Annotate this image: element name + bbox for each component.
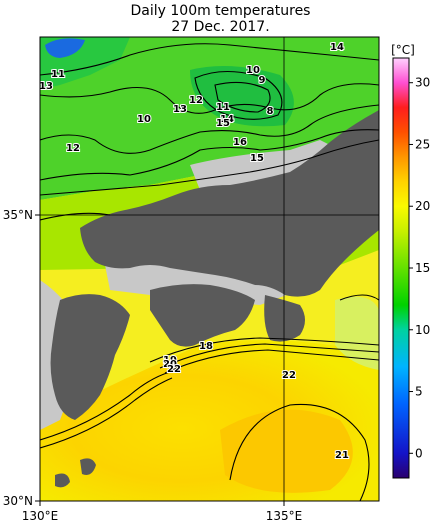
land-kii	[264, 295, 305, 342]
warm-eddy	[220, 409, 353, 493]
isotherm-line	[339, 294, 379, 301]
contour-label: 19	[163, 355, 177, 366]
land-honshu	[80, 110, 379, 297]
ocean-coldest-spot	[45, 38, 85, 58]
isotherm-line	[40, 83, 379, 114]
colorbar-tick-label: 20	[415, 199, 430, 213]
isotherm-line	[229, 403, 370, 501]
isotherm-line	[40, 212, 111, 221]
ocean-cold-center	[190, 66, 294, 127]
contour-label: 14	[220, 114, 234, 125]
land-island	[55, 473, 70, 488]
colorbar-ticks: 0 5 10 15 20 25 30	[409, 76, 430, 460]
isotherm-contours	[40, 43, 379, 501]
x-axis: 130°E 135°E	[22, 501, 303, 523]
colorbar-tick-label: 30	[415, 76, 430, 90]
isotherm-line	[159, 343, 379, 369]
y-axis: 30°N 35°N	[3, 208, 40, 508]
contour-label: 12	[189, 95, 203, 106]
contour-label: 20	[163, 359, 177, 370]
contour-label: 16	[233, 137, 247, 148]
colorbar-tick-label: 15	[415, 261, 430, 275]
contour-label: 22	[167, 364, 181, 375]
map-date: 27 Dec. 2017.	[171, 19, 270, 35]
map-frame	[39, 36, 380, 502]
map-title: Daily 100m temperatures	[130, 3, 311, 19]
contour-label: 21	[335, 450, 349, 461]
isotherm-line	[40, 43, 379, 76]
contour-label: 15	[250, 153, 264, 164]
x-tick-label-135e: 135°E	[266, 509, 303, 523]
isotherm-line	[194, 71, 283, 120]
colorbar-gradient	[392, 57, 410, 479]
contour-label: 18	[199, 341, 213, 352]
isotherm-line	[40, 129, 379, 181]
contour-label: 9	[259, 75, 266, 86]
isotherm-line	[164, 349, 379, 374]
isotherm-line	[214, 81, 271, 113]
contour-label: 13	[39, 81, 53, 92]
colorbar-tick-label: 10	[415, 323, 430, 337]
contour-label: 12	[66, 143, 80, 154]
y-tick-label-30n: 30°N	[3, 494, 33, 508]
contour-label: 10	[137, 114, 151, 125]
contour-label: 13	[173, 104, 187, 115]
contour-label: 15	[216, 118, 230, 129]
isotherm-line	[40, 139, 379, 196]
contour-label: 22	[282, 370, 296, 381]
colorbar-unit-label: [°C]	[391, 43, 415, 57]
colorbar-tick-label: 0	[415, 446, 423, 460]
isotherm-line	[149, 337, 379, 363]
land-shikoku	[150, 284, 255, 347]
land-kyushu	[50, 294, 130, 420]
colorbar-tick-label: 25	[415, 137, 430, 151]
isotherm-line	[40, 377, 173, 449]
colorbar: [°C] 0 5 10 15 20 25 30	[391, 43, 430, 479]
contour-label: 11	[51, 69, 65, 80]
colorbar-tick-label: 5	[415, 385, 423, 399]
isotherm-line	[40, 104, 379, 154]
contour-label: 10	[246, 65, 260, 76]
contour-label: 8	[267, 106, 274, 117]
x-tick-label-130e: 130°E	[22, 509, 59, 523]
y-tick-label-35n: 35°N	[3, 208, 33, 222]
contour-label: 14	[330, 42, 344, 53]
contour-label: 11	[216, 102, 230, 113]
isotherm-line	[40, 371, 171, 441]
land-island	[80, 458, 96, 475]
